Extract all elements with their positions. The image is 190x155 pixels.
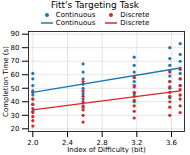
- svg-text:30: 30: [11, 112, 20, 120]
- svg-text:60: 60: [11, 71, 20, 79]
- svg-text:Completion Time (s): Completion Time (s): [2, 46, 10, 117]
- svg-text:20: 20: [11, 125, 20, 133]
- svg-text:2.0: 2.0: [27, 139, 38, 147]
- svg-text:2.4: 2.4: [61, 139, 74, 148]
- svg-text:90: 90: [11, 30, 20, 38]
- html-text:Continuous: Continuous: [55, 19, 96, 27]
- svg-text:40: 40: [11, 98, 20, 106]
- svg-text:80: 80: [11, 44, 20, 52]
- svg-text:3.6: 3.6: [166, 139, 178, 147]
- svg-text:3.2: 3.2: [131, 139, 143, 148]
- svg-text:2.8: 2.8: [96, 139, 108, 148]
- html-text:Discrete: Discrete: [120, 19, 150, 27]
- svg-text:Index of Difficulty (bit): Index of Difficulty (bit): [67, 146, 146, 154]
- svg-text:70: 70: [11, 57, 20, 65]
- html-text:Fitt's Targeting Task: Fitt's Targeting Task: [50, 0, 140, 10]
- html-text:Continuous: Continuous: [55, 11, 96, 19]
- html-text:Discrete: Discrete: [120, 11, 150, 19]
- svg-text:50: 50: [11, 84, 20, 92]
